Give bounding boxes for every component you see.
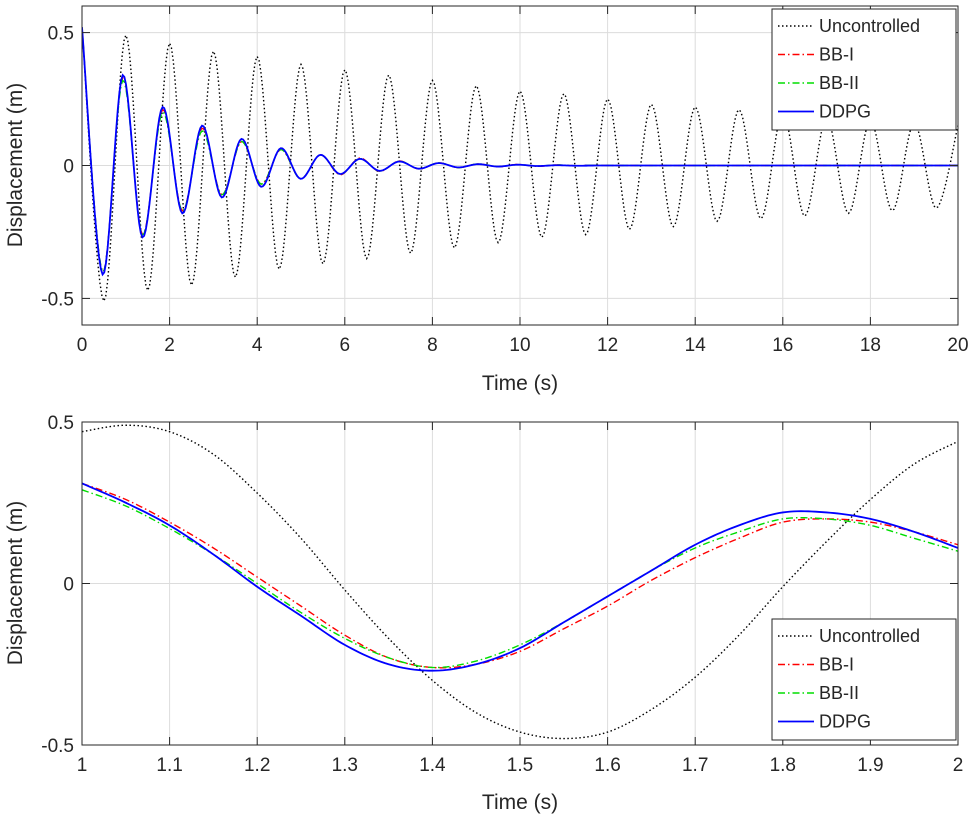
x-tick-label: 16 <box>772 335 793 356</box>
y-tick-label: -0.5 <box>41 736 74 757</box>
x-tick-label: 1.1 <box>156 755 182 776</box>
legend-label: BB-II <box>819 683 859 703</box>
series-line-uncontrolled <box>82 424 958 740</box>
x-tick-label: 1.6 <box>594 755 620 776</box>
x-tick-label: 0 <box>77 335 88 356</box>
top-ylabel: Displacement (m) <box>4 83 27 248</box>
bottom-xlabel: Time (s) <box>482 791 558 814</box>
bottom-series-group <box>82 424 958 740</box>
series-line-ddpg <box>82 27 958 277</box>
x-tick-label: 18 <box>860 335 881 356</box>
x-tick-label: 8 <box>427 335 438 356</box>
x-tick-label: 14 <box>685 335 707 356</box>
series-line-bb-i <box>82 482 958 669</box>
top-ticks: 0 2 4 6 8 10 12 14 16 18 20 -0.5 0 0.5 <box>41 6 969 356</box>
bottom-panel: 1 1.1 1.2 1.3 1.4 1.5 1.6 1.7 1.8 1.9 2 -0.5 0 0.5 Ti… <box>4 413 963 814</box>
x-tick-label: 1.5 <box>507 755 533 776</box>
legend-label: DDPG <box>819 712 871 732</box>
bottom-ticks: 1 1.1 1.2 1.3 1.4 1.5 1.6 1.7 1.8 1.9 2 -0.5 0 0.5 <box>41 413 963 776</box>
x-tick-label: 2 <box>953 755 964 776</box>
bottom-legend: Uncontrolled BB-I BB-II DDPG <box>771 618 957 741</box>
series-line-bb-ii <box>82 489 958 669</box>
x-tick-label: 1.3 <box>332 755 358 776</box>
legend-box <box>771 618 957 741</box>
legend-label: DDPG <box>819 102 871 122</box>
x-tick-label: 1.2 <box>244 755 270 776</box>
y-tick-label: 0.5 <box>48 413 74 434</box>
x-tick-label: 12 <box>597 335 618 356</box>
legend-box <box>771 8 957 131</box>
x-tick-label: 2 <box>164 335 175 356</box>
x-tick-label: 6 <box>340 335 351 356</box>
legend-label: BB-I <box>819 655 854 675</box>
legend-label: BB-I <box>819 45 854 65</box>
x-tick-label: 1.7 <box>682 755 708 776</box>
x-tick-label: 10 <box>509 335 530 356</box>
legend-label: Uncontrolled <box>819 626 920 646</box>
x-tick-label: 4 <box>252 335 263 356</box>
top-series-group <box>82 27 958 304</box>
y-tick-label: 0 <box>63 157 74 178</box>
y-tick-label: -0.5 <box>41 289 74 310</box>
x-tick-label: 20 <box>947 335 968 356</box>
top-legend: Uncontrolled BB-I BB-II DDPG <box>771 8 957 131</box>
top-xlabel: Time (s) <box>482 372 558 395</box>
legend-label: Uncontrolled <box>819 16 920 36</box>
x-tick-label: 1.8 <box>770 755 796 776</box>
x-tick-label: 1.9 <box>857 755 883 776</box>
bottom-ylabel: Displacement (m) <box>4 501 27 666</box>
x-tick-label: 1 <box>77 755 88 776</box>
y-tick-label: 0.5 <box>48 24 74 45</box>
top-panel: 0 2 4 6 8 10 12 14 16 18 20 -0.5 0 0.5 Time (s) Displ… <box>4 5 969 395</box>
legend-label: BB-II <box>819 73 859 93</box>
y-tick-label: 0 <box>63 575 74 596</box>
series-line-ddpg <box>82 482 958 672</box>
x-tick-label: 1.4 <box>419 755 446 776</box>
